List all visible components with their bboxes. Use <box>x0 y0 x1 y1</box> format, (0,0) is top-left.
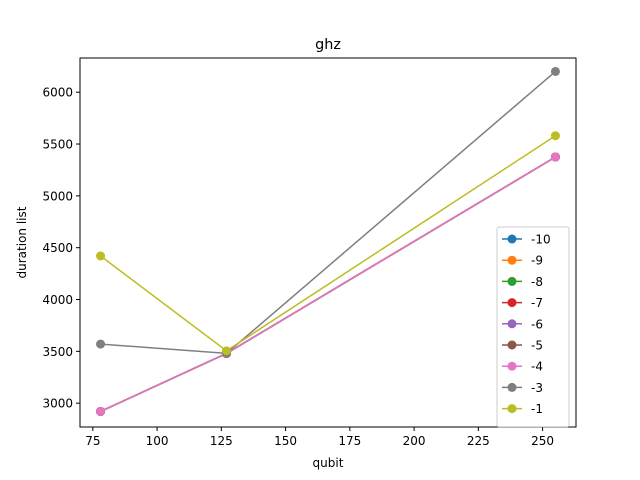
legend-entry: -6 <box>502 317 543 331</box>
data-point <box>550 131 560 141</box>
x-tick-label: 175 <box>338 434 361 448</box>
y-tick-label: 5500 <box>42 138 73 152</box>
data-point <box>221 346 231 356</box>
chart-title: ghz <box>315 37 341 53</box>
x-tick-label: 150 <box>274 434 297 448</box>
legend-entry: -7 <box>502 296 543 310</box>
data-point <box>96 339 106 349</box>
legend-label: -7 <box>531 296 543 310</box>
legend-entry: -8 <box>502 275 543 289</box>
y-tick-label: 6000 <box>42 86 73 100</box>
y-tick-label: 5000 <box>42 189 73 203</box>
y-tick-label: 4000 <box>42 293 73 307</box>
legend-marker <box>507 255 517 265</box>
legend-label: -10 <box>531 233 551 247</box>
legend-marker <box>507 361 517 371</box>
legend-marker <box>507 298 517 308</box>
plot-frame <box>79 57 577 428</box>
data-point <box>550 152 560 162</box>
y-tick-label: 4500 <box>42 241 73 255</box>
legend-entry: -4 <box>502 360 543 374</box>
legend-marker <box>507 234 517 244</box>
legend-box <box>496 226 570 428</box>
legend-entry: -1 <box>502 402 543 416</box>
x-axis-title: qubit <box>313 456 344 470</box>
legend-label: -1 <box>531 402 543 416</box>
series-lines <box>96 66 560 416</box>
y-tick-label: 3500 <box>42 345 73 359</box>
y-tick-label: 3000 <box>42 397 73 411</box>
legend-label: -6 <box>531 317 543 331</box>
series--1 <box>96 131 560 356</box>
x-tick-label: 125 <box>210 434 233 448</box>
legend-marker <box>507 404 517 414</box>
legend: -10 -9 -8 -7 -6 -5 -4 -3 -1 <box>496 226 570 428</box>
legend-entry: -9 <box>502 254 543 268</box>
data-point <box>96 251 106 261</box>
x-tick-label: 225 <box>467 434 490 448</box>
axis-ticks: 75 100 125 150 175 200 225 250 3000 3500 4000 4500 5… <box>42 86 554 448</box>
legend-label: -9 <box>531 254 543 268</box>
legend-label: -5 <box>531 339 543 353</box>
legend-label: -4 <box>531 360 543 374</box>
data-point <box>96 406 106 416</box>
data-point <box>550 66 560 76</box>
legend-entry: -5 <box>502 339 543 353</box>
y-axis-title: duration list <box>15 206 29 278</box>
legend-marker <box>507 382 517 392</box>
x-tick-label: 200 <box>403 434 426 448</box>
legend-marker <box>507 340 517 350</box>
legend-marker <box>507 276 517 286</box>
x-tick-label: 75 <box>85 434 100 448</box>
x-tick-label: 100 <box>146 434 169 448</box>
legend-entry: -10 <box>502 233 551 247</box>
legend-entry: -3 <box>502 381 543 395</box>
legend-label: -3 <box>531 381 543 395</box>
legend-label: -8 <box>531 275 543 289</box>
legend-marker <box>507 319 517 329</box>
x-tick-label: 250 <box>531 434 554 448</box>
